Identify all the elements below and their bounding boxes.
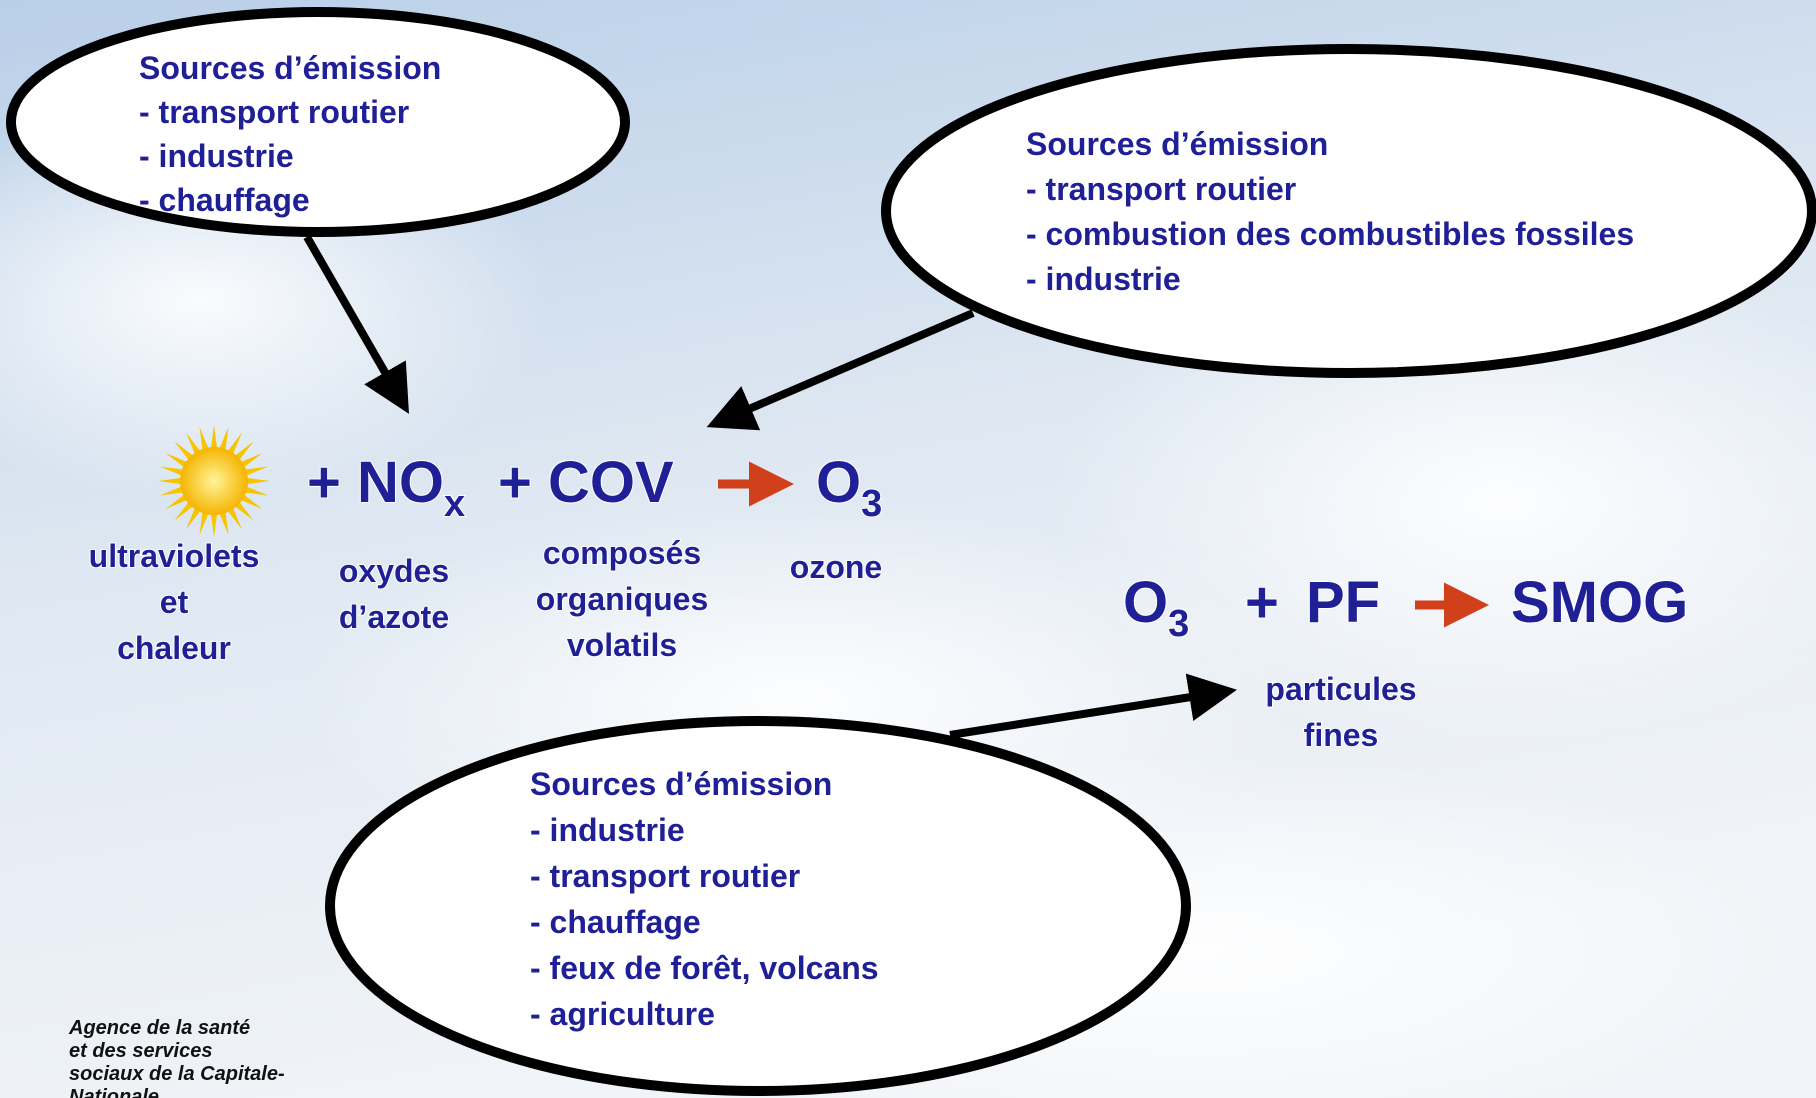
bubble-title: Sources d’émission [139, 50, 441, 86]
smog: SMOG [1511, 570, 1688, 635]
logo-line: et des services [69, 1040, 212, 1062]
bubble-item: - chauffage [530, 904, 701, 940]
o3-text: O [816, 450, 861, 515]
cov: + COV [498, 450, 674, 515]
term-label: organiques [536, 581, 708, 617]
term-label: et [160, 584, 189, 620]
bubble-item: - combustion des combustibles fossiles [1026, 216, 1634, 252]
bubble-item: - agriculture [530, 996, 715, 1032]
term-label: ozone [790, 549, 882, 585]
o3-sub: 3 [861, 483, 882, 525]
term-label: chaleur [117, 630, 231, 666]
pf: PF [1306, 570, 1380, 635]
nox-sub: x [444, 483, 465, 525]
smog-plus: + [1245, 570, 1279, 635]
bubble-item: - feux de forêt, volcans [530, 950, 879, 986]
bubble-item: - industrie [1026, 261, 1181, 297]
term-label: oxydes [339, 553, 449, 589]
bubble-item: - industrie [139, 138, 294, 174]
bubble-item: - chauffage [139, 182, 310, 218]
term-label: fines [1304, 717, 1379, 753]
nox-text: + NO [307, 450, 444, 515]
bubble-item: - transport routier [530, 858, 800, 894]
bubble-title: Sources d’émission [530, 766, 832, 802]
logo-line: Agence de la santé [68, 1017, 250, 1039]
bubble-item: - transport routier [139, 94, 409, 130]
smog-o3-text: O [1123, 570, 1168, 635]
bubble-item: - transport routier [1026, 171, 1296, 207]
term-label: ultraviolets [89, 538, 260, 574]
term-label: d’azote [339, 599, 449, 635]
sun [158, 425, 270, 537]
logo-line: Nationale [69, 1086, 159, 1098]
term-label: particules [1265, 671, 1416, 707]
bubble-item: - industrie [530, 812, 685, 848]
term-label: volatils [567, 627, 677, 663]
diagram: Sources d’émission - transport routier - i… [0, 0, 1816, 1098]
nox: + NOx [307, 450, 465, 525]
logo-line: sociaux de la Capitale- [69, 1063, 285, 1085]
smog-o3-sub: 3 [1168, 603, 1189, 645]
bubble-title: Sources d’émission [1026, 126, 1328, 162]
term-label: composés [543, 535, 701, 571]
